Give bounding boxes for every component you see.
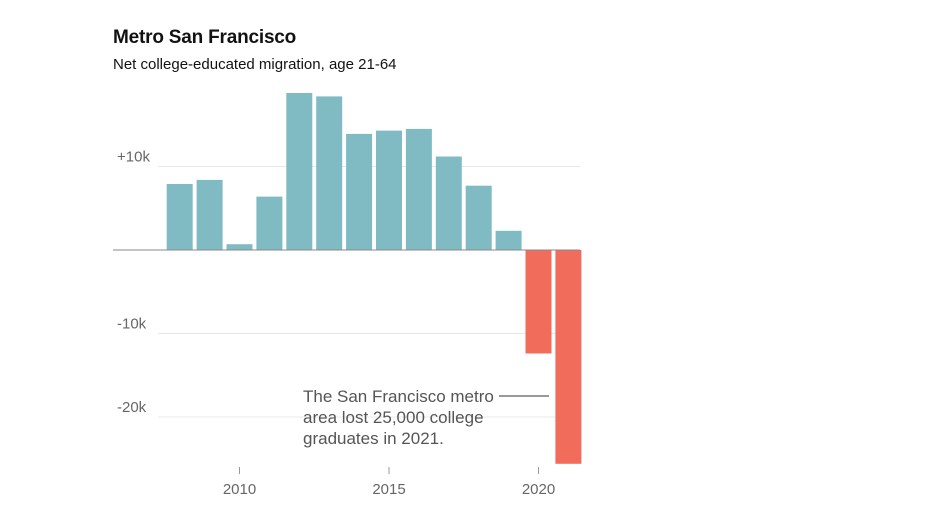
bar-2021: [555, 250, 582, 464]
annotation-line-1: The San Francisco metro: [303, 387, 494, 406]
bars: [166, 93, 582, 464]
axes: +10k -10k -20k 2010 2015 2020: [113, 149, 580, 498]
bar-2010: [226, 244, 253, 250]
annotation-line-3: graduates in 2021.: [303, 429, 444, 448]
bar-2012: [286, 93, 313, 250]
chart-subtitle: Net college-educated migration, age 21-6…: [113, 56, 397, 73]
y-tick-label: -20k: [117, 399, 147, 416]
x-tick-label: 2020: [522, 481, 555, 498]
bar-2008: [166, 184, 193, 250]
annotation-line-2: area lost 25,000 college: [303, 408, 484, 427]
annotation: The San Francisco metro area lost 25,000…: [303, 387, 549, 448]
bar-2011: [256, 196, 283, 250]
chart-title: Metro San Francisco: [113, 27, 297, 48]
bar-2018: [465, 185, 492, 250]
bar-2016: [405, 128, 432, 250]
bar-2014: [346, 133, 373, 250]
y-tick-label: +10k: [117, 149, 150, 166]
bar-2020: [525, 250, 552, 354]
bar-2015: [376, 130, 402, 250]
bar-2009: [196, 179, 223, 250]
bar-2019: [495, 230, 522, 250]
bar-2013: [316, 96, 343, 251]
y-tick-label: -10k: [117, 316, 147, 333]
bar-2017: [435, 156, 462, 250]
x-tick-label: 2015: [372, 481, 405, 498]
x-tick-label: 2010: [223, 481, 256, 498]
